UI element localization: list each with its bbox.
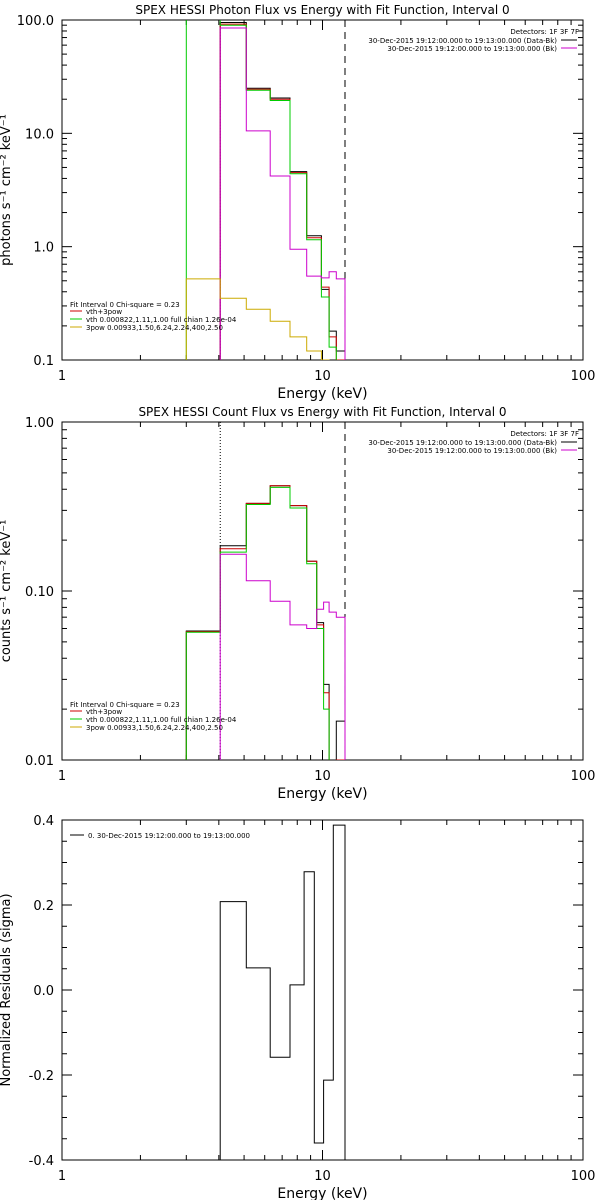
plot-frame [61, 819, 584, 1161]
legend-label: 0. 30-Dec-2015 19:12:00.000 to 19:13:00.… [88, 832, 250, 840]
x-tick-label: 100 [571, 1169, 596, 1184]
count-flux-panel: SPEX HESSI Count Flux vs Energy with Fit… [0, 405, 596, 802]
y-tick-label: 0.0 [33, 984, 54, 999]
y-tick-label: 0.4 [33, 814, 54, 829]
series-step-line [185, 278, 330, 360]
x-tick-label: 1 [58, 369, 66, 384]
y-tick-label: 1.0 [33, 241, 54, 256]
legend-label: vth 0.000822,1.11,1.00 full chian 1.26e-… [86, 716, 237, 724]
fit-info-label: Fit Interval 0 Chi-square = 0.23 [70, 301, 180, 309]
series-group [219, 824, 346, 1160]
series-step-line [219, 553, 346, 760]
series-group [185, 485, 346, 760]
interval-label: 30-Dec-2015 19:12:00.000 to 19:13:00.000… [387, 447, 557, 455]
series-step-line [185, 486, 330, 760]
series-group [185, 20, 346, 360]
x-axis-label: Energy (keV) [277, 786, 367, 802]
legend-label: 3pow 0.00933,1.50,6.24,2.24,400,2.50 [86, 724, 223, 732]
chart-title: SPEX HESSI Photon Flux vs Energy with Fi… [135, 3, 509, 17]
x-axis-label: Energy (keV) [277, 386, 367, 402]
x-tick-label: 10 [314, 369, 331, 384]
x-tick-label: 10 [314, 769, 331, 784]
legend-label: vth+3pow [86, 708, 122, 716]
y-axis-label: counts s⁻¹ cm⁻² keV⁻¹ [0, 520, 14, 663]
x-tick-label: 1 [58, 769, 66, 784]
legend-label: vth+3pow [86, 308, 122, 316]
legend-label: 3pow 0.00933,1.50,6.24,2.24,400,2.50 [86, 324, 223, 332]
y-tick-label: 0.10 [25, 585, 54, 600]
x-axis-label: Energy (keV) [277, 1186, 367, 1200]
residuals-panel: 1 10 100 -0.4 -0.2 0.0 0.2 0.4 Energy (keV) Norma… [0, 814, 595, 1200]
x-tick-label: 1 [58, 1169, 66, 1184]
chart-title: SPEX HESSI Count Flux vs Energy with Fit… [138, 405, 506, 419]
series-step-line [185, 485, 346, 760]
fit-info-label: Fit Interval 0 Chi-square = 0.23 [70, 701, 180, 709]
interval-label: 30-Dec-2015 19:12:00.000 to 19:13:00.000… [368, 37, 557, 45]
series-step-line [219, 22, 346, 360]
y-axis-label: photons s⁻¹ cm⁻² keV⁻¹ [0, 114, 14, 266]
plot-frame [61, 19, 584, 361]
y-tick-label: 100.0 [17, 14, 54, 29]
x-tick-label: 10 [314, 1169, 331, 1184]
y-tick-label: -0.2 [29, 1069, 54, 1084]
y-tick-label: -0.4 [29, 1154, 54, 1169]
y-axis-label: Normalized Residuals (sigma) [0, 893, 14, 1086]
detectors-label: Detectors: 1F 3F 7F [510, 430, 579, 438]
x-tick-label: 100 [571, 369, 596, 384]
photon-flux-panel: SPEX HESSI Photon Flux vs Energy with Fi… [0, 3, 596, 402]
series-step-line [219, 824, 346, 1160]
y-tick-label: 1.00 [25, 416, 54, 431]
series-step-line [185, 485, 346, 760]
series-step-line [219, 23, 346, 360]
interval-label: 30-Dec-2015 19:12:00.000 to 19:13:00.000… [368, 439, 557, 447]
y-tick-label: 0.01 [25, 754, 54, 769]
y-tick-label: 0.2 [33, 899, 54, 914]
series-step-line [219, 27, 346, 360]
y-tick-label: 0.1 [33, 354, 54, 369]
series-step-line [185, 20, 337, 360]
plot-frame [61, 421, 584, 761]
detectors-label: Detectors: 1F 3F 7F [510, 28, 579, 36]
y-tick-label: 10.0 [25, 127, 54, 142]
legend-label: vth 0.000822,1.11,1.00 full chian 1.26e-… [86, 316, 237, 324]
interval-label: 30-Dec-2015 19:12:00.000 to 19:13:00.000… [387, 45, 557, 53]
x-tick-label: 100 [571, 769, 596, 784]
